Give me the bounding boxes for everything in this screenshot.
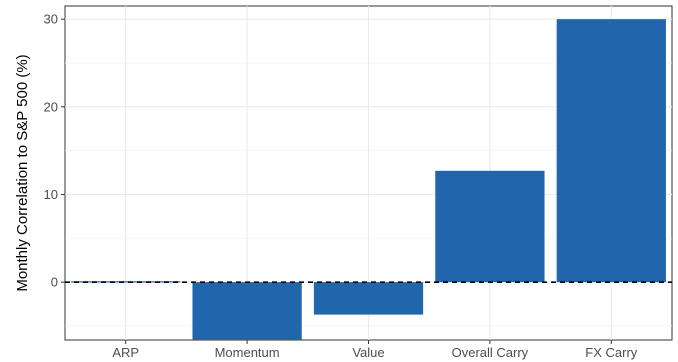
x-tick-label: Momentum [215, 345, 280, 360]
bar-value [313, 282, 424, 315]
y-tick-label: 0 [51, 275, 58, 290]
bars [71, 19, 666, 340]
x-tick-label: ARP [112, 345, 139, 360]
x-tick-label: Overall Carry [452, 345, 529, 360]
y-tick-label: 10 [44, 187, 58, 202]
x-axis-ticks: ARP Momentum Value Overall Carry FX Carry [112, 340, 638, 360]
bar-fx-carry [556, 19, 666, 283]
bar-arp [71, 281, 181, 283]
x-tick-label: FX Carry [585, 345, 638, 360]
x-tick-label: Value [352, 345, 384, 360]
y-axis-title: Monthly Correlation to S&P 500 (%) [14, 54, 31, 291]
y-axis-ticks: 0 10 20 30 [44, 12, 65, 290]
bar-momentum [192, 282, 302, 340]
y-tick-label: 20 [44, 99, 58, 114]
y-tick-label: 30 [44, 12, 58, 27]
bar-overall-carry [435, 170, 545, 283]
